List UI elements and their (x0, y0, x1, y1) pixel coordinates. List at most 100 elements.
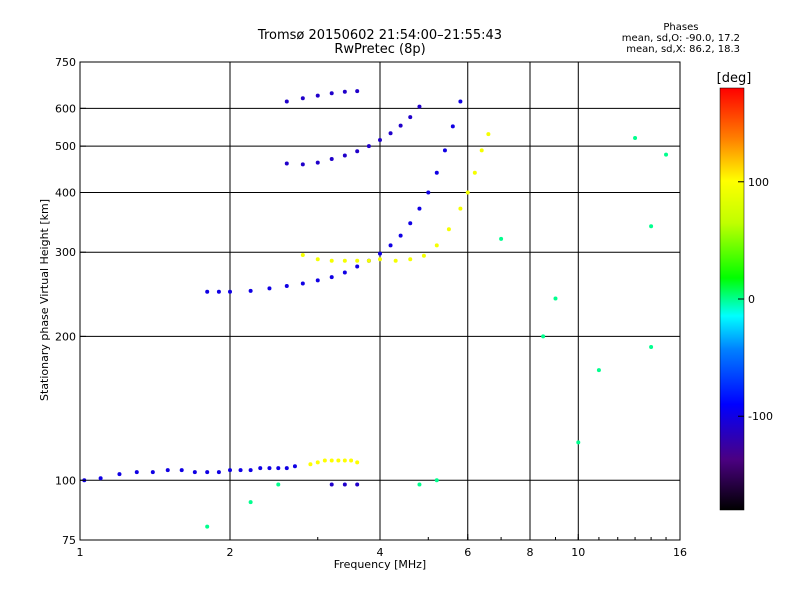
grid-layer (80, 62, 680, 540)
data-point (355, 460, 360, 465)
data-point (342, 258, 347, 263)
y-tick-label: 600 (55, 102, 76, 115)
data-point (238, 468, 243, 473)
data-point (434, 170, 439, 175)
data-point (355, 264, 360, 269)
data-point (300, 253, 305, 258)
data-point (366, 258, 371, 263)
data-point (315, 278, 320, 283)
data-point (248, 468, 253, 473)
x-tick-label: 1 (77, 546, 84, 559)
data-point (472, 170, 477, 175)
y-axis-label: Stationary phase Virtual Height [km] (38, 199, 51, 401)
data-point (398, 123, 403, 128)
data-point (408, 115, 413, 120)
data-point (393, 258, 398, 263)
data-point (98, 476, 103, 481)
data-point (276, 466, 281, 471)
colorbar-tick-label: 0 (748, 293, 755, 306)
y-tick-label: 200 (55, 330, 76, 343)
colorbar-tick-label: 100 (748, 176, 769, 189)
data-point (205, 524, 210, 529)
colorbar-label: [deg] (717, 71, 752, 86)
data-point (284, 466, 289, 471)
data-point (355, 149, 360, 154)
data-point (329, 258, 334, 263)
data-point (417, 482, 422, 487)
y-tick-label: 100 (55, 474, 76, 487)
data-point (322, 458, 327, 463)
data-point (378, 138, 382, 143)
data-point (284, 283, 289, 288)
data-point (228, 289, 232, 294)
data-point (388, 243, 393, 248)
data-point (308, 462, 313, 467)
data-point (541, 334, 546, 339)
data-point (329, 157, 334, 162)
data-points (82, 89, 669, 529)
colorbar-tick-label: -100 (748, 410, 773, 423)
data-point (421, 253, 426, 258)
data-point (465, 190, 470, 195)
data-point (267, 286, 272, 291)
y-tick-label: 300 (55, 246, 76, 259)
data-point (553, 296, 558, 301)
data-point (649, 224, 654, 229)
data-point (398, 233, 403, 238)
data-point (315, 257, 320, 262)
data-point (336, 458, 341, 463)
data-point (426, 190, 431, 195)
data-point (248, 500, 253, 505)
data-point (329, 275, 334, 280)
x-tick-label: 6 (464, 546, 471, 559)
data-point (216, 470, 221, 475)
data-point (329, 91, 334, 96)
data-point (342, 153, 347, 158)
data-point (458, 99, 463, 104)
data-point (228, 468, 232, 473)
data-point (388, 131, 393, 136)
data-point (150, 470, 155, 475)
data-point (355, 482, 360, 487)
data-point (342, 270, 347, 275)
data-point (300, 162, 305, 167)
data-point (649, 345, 654, 350)
data-point (284, 99, 289, 104)
data-point (192, 470, 197, 475)
data-point (442, 148, 447, 153)
x-tick-label: 2 (227, 546, 234, 559)
phase-stats-x: mean, sd,X: 86.2, 18.3 (626, 44, 740, 55)
data-point (342, 482, 347, 487)
data-point (355, 258, 360, 263)
data-point (315, 460, 320, 465)
data-point (205, 470, 210, 475)
data-point (276, 482, 281, 487)
data-point (292, 464, 297, 469)
data-point (258, 466, 263, 471)
data-point (408, 221, 413, 226)
chart-title-line1: Tromsø 20150602 21:54:00–21:55:43 (257, 28, 503, 43)
data-point (134, 470, 139, 475)
data-point (446, 227, 451, 232)
data-point (315, 160, 320, 165)
data-point (248, 288, 253, 293)
x-tick-label: 8 (527, 546, 534, 559)
data-point (284, 161, 289, 166)
data-point (378, 257, 382, 262)
data-point (342, 458, 347, 463)
data-point (355, 89, 360, 94)
y-tick-label: 400 (55, 186, 76, 199)
data-point (499, 236, 504, 241)
data-point (267, 466, 272, 471)
x-tick-label: 10 (571, 546, 585, 559)
data-point (596, 368, 601, 373)
y-tick-label: 750 (55, 56, 76, 69)
data-point (216, 289, 221, 294)
y-tick-label: 500 (55, 140, 76, 153)
data-point (633, 136, 638, 141)
axes: 1 2 4 6 8 10 16 75 100 200 300 400 500 600 750 (55, 56, 687, 559)
data-point (300, 96, 305, 101)
data-point (300, 281, 305, 286)
data-point (434, 243, 439, 248)
